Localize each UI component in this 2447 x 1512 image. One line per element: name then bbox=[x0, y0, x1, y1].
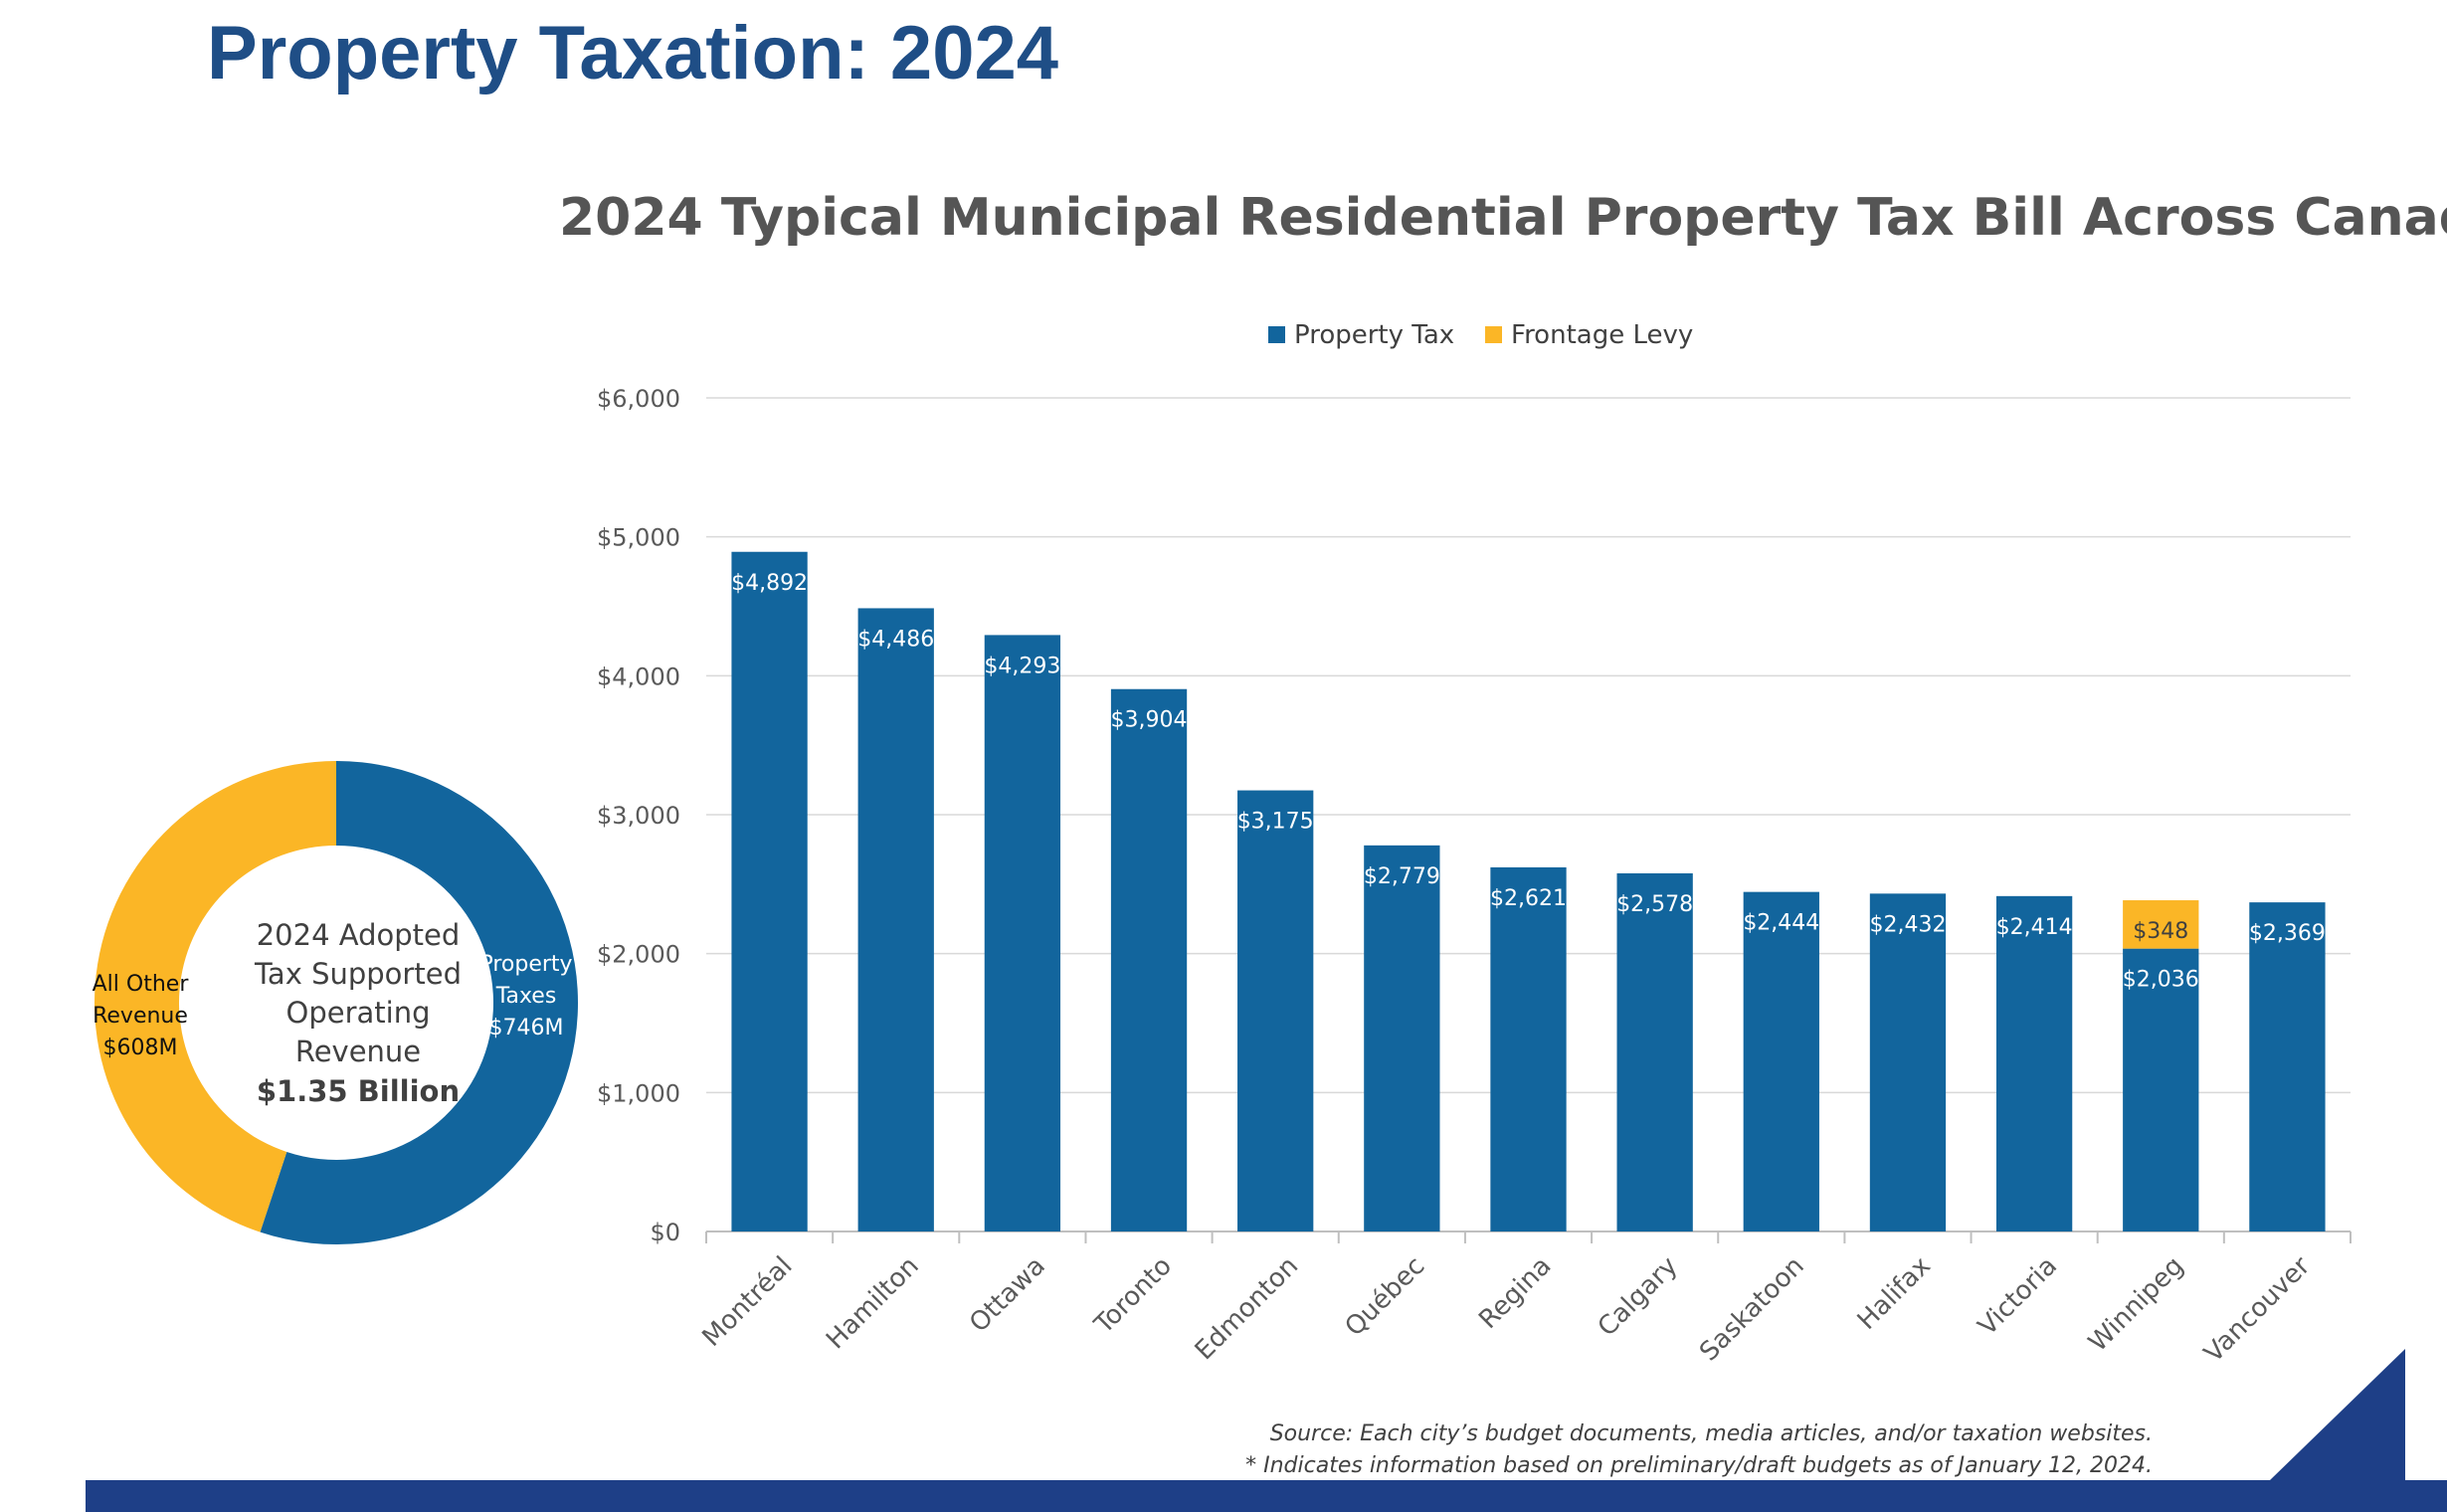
bar-property-tax bbox=[1364, 845, 1440, 1231]
bar-property-tax bbox=[1995, 895, 2073, 1231]
legend-label: Property Tax bbox=[1294, 320, 1454, 350]
bar-data-label: $2,036 bbox=[2123, 968, 2199, 993]
x-tick-label: Halifax bbox=[1852, 1251, 1937, 1336]
y-tick-label: $2,000 bbox=[597, 941, 680, 969]
donut-chart: Property Taxes $746M All Other Revenue $608M 2… bbox=[93, 761, 579, 1244]
donut-slice-label: Property bbox=[479, 952, 572, 977]
x-tick-label: Regina bbox=[1473, 1251, 1557, 1335]
bar-data-label: $2,621 bbox=[1490, 886, 1567, 911]
bar-property-tax bbox=[1110, 688, 1188, 1231]
donut-slice-label: Revenue bbox=[93, 1004, 188, 1029]
bar-property-tax bbox=[2123, 948, 2199, 1231]
bar-data-label: $4,486 bbox=[857, 627, 934, 652]
chart-title: 2024 Typical Municipal Residential Prope… bbox=[559, 188, 2447, 248]
donut-slice-1 bbox=[94, 761, 336, 1232]
bar-property-tax bbox=[1237, 790, 1314, 1231]
bar-property-tax bbox=[984, 635, 1061, 1231]
bar-property-tax bbox=[1616, 872, 1693, 1231]
bar-frontage-levy bbox=[2123, 900, 2199, 949]
donut-slice-label: All Other bbox=[93, 972, 190, 997]
bar-data-label: $2,578 bbox=[1616, 892, 1693, 917]
bar-property-tax bbox=[1869, 893, 1947, 1231]
x-tick-label: Saskatoon bbox=[1694, 1251, 1810, 1368]
legend-label: Frontage Levy bbox=[1511, 320, 1693, 350]
donut-slice-label: Taxes bbox=[495, 984, 557, 1009]
bar-property-tax bbox=[731, 551, 808, 1231]
bar-data-label: $348 bbox=[2133, 919, 2188, 944]
bar-data-label: $2,444 bbox=[1743, 911, 1819, 936]
donut-slice-label: $608M bbox=[103, 1036, 178, 1060]
source-line-2: * Indicates information based on prelimi… bbox=[1245, 1453, 2153, 1478]
bar-property-tax bbox=[2249, 902, 2326, 1231]
legend-swatch bbox=[1485, 326, 1502, 343]
bar-data-label: $4,892 bbox=[731, 571, 808, 596]
source-line-1: Source: Each city’s budget documents, me… bbox=[1270, 1421, 2153, 1446]
slide-title: Property Taxation: 2024 bbox=[207, 11, 1059, 95]
bar-data-label: $3,904 bbox=[1111, 708, 1188, 733]
donut-center-total: $1.35 Billion bbox=[257, 1074, 460, 1108]
donut-center-text: Tax Supported bbox=[254, 957, 462, 991]
donut-center-text: Revenue bbox=[295, 1035, 421, 1068]
bar-chart: 2024 Typical Municipal Residential Prope… bbox=[559, 188, 2447, 1478]
x-tick-label: Calgary bbox=[1593, 1251, 1684, 1343]
y-tick-label: $6,000 bbox=[597, 385, 680, 413]
donut-center-text: 2024 Adopted bbox=[257, 918, 461, 952]
bar-data-label: $2,369 bbox=[2249, 921, 2326, 946]
gridlines bbox=[706, 397, 2351, 1232]
bar-data-label: $4,293 bbox=[984, 654, 1060, 678]
bars: $4,892 $4,486 $4,293 $3,904 $3,175 $2,779 $2,6… bbox=[731, 551, 2326, 1231]
y-tick-label: $1,000 bbox=[597, 1079, 680, 1107]
y-tick-label: $4,000 bbox=[597, 662, 680, 690]
bar-property-tax bbox=[1490, 866, 1567, 1231]
x-tick-label: Montréal bbox=[696, 1251, 798, 1353]
bar-data-label: $3,175 bbox=[1237, 810, 1314, 835]
x-tick-label: Victoria bbox=[1973, 1251, 2063, 1342]
x-tick-label: Winnipeg bbox=[2083, 1251, 2189, 1358]
source-note: Source: Each city’s budget documents, me… bbox=[1245, 1421, 2153, 1478]
donut-center-text: Operating bbox=[286, 996, 431, 1030]
x-tick-label: Toronto bbox=[1088, 1251, 1178, 1341]
x-tick-label: Edmonton bbox=[1190, 1251, 1304, 1366]
y-axis: $0 $1,000 $2,000 $3,000 $4,000 $5,000 $6,000 bbox=[597, 385, 680, 1246]
bar-data-label: $2,432 bbox=[1869, 912, 1946, 937]
chart-legend: Property Tax Frontage Levy bbox=[1268, 320, 1693, 350]
y-tick-label: $3,000 bbox=[597, 802, 680, 830]
y-tick-label: $5,000 bbox=[597, 524, 680, 552]
legend-swatch bbox=[1268, 326, 1285, 343]
x-tick-label: Hamilton bbox=[821, 1251, 925, 1356]
x-axis: Montréal Hamilton Ottawa Toronto Edmonton Qué… bbox=[696, 1231, 2352, 1369]
bar-property-tax bbox=[1743, 891, 1819, 1231]
x-tick-label: Vancouver bbox=[2198, 1251, 2316, 1369]
bar-data-label: $2,414 bbox=[1996, 915, 2073, 940]
donut-slice-0 bbox=[260, 761, 579, 1244]
bar-property-tax bbox=[857, 608, 934, 1231]
x-tick-label: Québec bbox=[1340, 1251, 1431, 1343]
donut-slice-label: $746M bbox=[489, 1016, 564, 1040]
x-tick-label: Ottawa bbox=[964, 1251, 1051, 1339]
bar-data-label: $2,779 bbox=[1364, 864, 1440, 889]
y-tick-label: $0 bbox=[650, 1219, 680, 1246]
footer-bar bbox=[86, 1480, 2447, 1512]
